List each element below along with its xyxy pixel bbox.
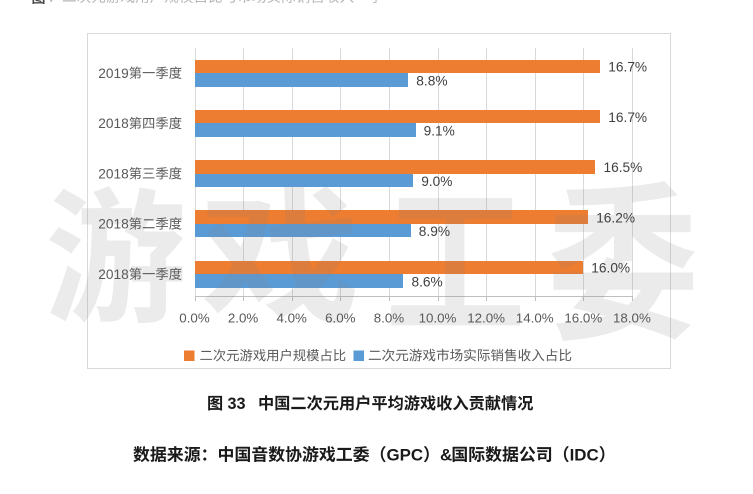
svg-text:2018: 2018 bbox=[98, 267, 129, 282]
svg-text:6.0%: 6.0% bbox=[325, 311, 356, 326]
svg-text:9.1%: 9.1% bbox=[424, 124, 455, 139]
svg-text:2018: 2018 bbox=[98, 116, 129, 131]
svg-text:16.0%: 16.0% bbox=[591, 261, 630, 276]
svg-text:4.0%: 4.0% bbox=[277, 311, 308, 326]
svg-text:2019: 2019 bbox=[98, 66, 128, 81]
svg-text:16.7%: 16.7% bbox=[608, 110, 647, 125]
svg-text:16.5%: 16.5% bbox=[604, 160, 643, 175]
svg-text:12.0%: 12.0% bbox=[467, 311, 505, 326]
svg-text:9.0%: 9.0% bbox=[421, 174, 452, 189]
svg-text:GPC: GPC bbox=[387, 446, 424, 465]
svg-text:2018: 2018 bbox=[98, 166, 129, 181]
svg-text:8.8%: 8.8% bbox=[416, 73, 447, 88]
svg-text:8.0%: 8.0% bbox=[374, 311, 405, 326]
svg-text:8.6%: 8.6% bbox=[412, 274, 443, 289]
svg-text:2018: 2018 bbox=[98, 217, 129, 232]
svg-text:8.9%: 8.9% bbox=[419, 224, 450, 239]
svg-text:0.0%: 0.0% bbox=[179, 311, 210, 326]
svg-text:IDC: IDC bbox=[570, 446, 599, 465]
svg-text:18.0%: 18.0% bbox=[613, 311, 651, 326]
svg-text:33: 33 bbox=[228, 395, 246, 413]
svg-text:2.0%: 2.0% bbox=[228, 311, 259, 326]
svg-text:10.0%: 10.0% bbox=[419, 311, 457, 326]
svg-text:14.0%: 14.0% bbox=[516, 311, 554, 326]
svg-text:&: & bbox=[440, 446, 452, 465]
svg-text:16.0%: 16.0% bbox=[564, 311, 602, 326]
svg-text:16.7%: 16.7% bbox=[608, 60, 647, 75]
svg-text:16.2%: 16.2% bbox=[596, 210, 635, 225]
